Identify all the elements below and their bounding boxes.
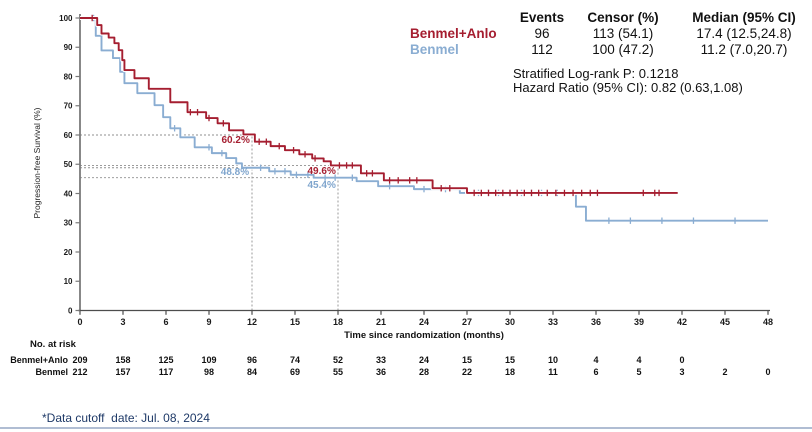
- x-tick-label: 48: [763, 317, 773, 327]
- risk-count: 22: [461, 367, 472, 377]
- y-tick-label: 60: [64, 131, 73, 140]
- risk-count: 84: [246, 367, 257, 377]
- annotation-45.4%: 45.4%: [307, 180, 335, 191]
- stats-median-benmel: 11.2 (7.0,20.7): [700, 42, 788, 57]
- risk-count: 117: [158, 367, 174, 377]
- stats-median-benmel-anlo: 17.4 (12.5,24.8): [696, 26, 792, 41]
- y-axis-title: Progression-free Survival (%): [32, 107, 42, 219]
- risk-count: 15: [461, 355, 472, 365]
- risk-table-title: No. at risk: [30, 339, 76, 350]
- x-tick-label: 12: [247, 317, 257, 327]
- y-tick-label: 100: [59, 14, 73, 23]
- risk-count: 24: [418, 355, 429, 365]
- risk-count: 0: [765, 367, 771, 377]
- risk-count: 33: [375, 355, 386, 365]
- risk-count: 6: [593, 367, 599, 377]
- risk-count: 209: [72, 355, 88, 365]
- stats-censor-benmel: 100 (47.2): [592, 42, 654, 57]
- risk-count: 18: [504, 367, 515, 377]
- x-tick-label: 18: [333, 317, 343, 327]
- risk-count: 52: [332, 355, 343, 365]
- x-tick-label: 30: [505, 317, 515, 327]
- risk-count: 109: [201, 355, 217, 365]
- logrank-text: Stratified Log-rank P: 0.1218: [513, 66, 679, 81]
- x-tick-label: 3: [120, 317, 125, 327]
- legend-item-benmel-anlo: Benmel+Anlo: [410, 26, 497, 41]
- risk-count: 36: [375, 367, 386, 377]
- legend: Benmel+Anlo Benmel: [410, 26, 497, 58]
- y-tick-label: 10: [64, 277, 73, 286]
- risk-count: 4: [593, 355, 599, 365]
- x-tick-label: 42: [677, 317, 687, 327]
- x-tick-label: 24: [419, 317, 429, 327]
- x-tick-label: 6: [163, 317, 168, 327]
- legend-item-benmel: Benmel: [410, 42, 459, 57]
- risk-count: 157: [115, 367, 131, 377]
- risk-count: 3: [679, 367, 685, 377]
- risk-count: 28: [418, 367, 429, 377]
- y-tick-label: 0: [68, 306, 73, 315]
- x-tick-label: 33: [548, 317, 558, 327]
- risk-count: 98: [203, 367, 214, 377]
- x-tick-label: 21: [376, 317, 386, 327]
- risk-count: 96: [246, 355, 257, 365]
- risk-count: 74: [289, 355, 300, 365]
- risk-count: 15: [504, 355, 515, 365]
- x-tick-label: 39: [634, 317, 644, 327]
- risk-count: 158: [115, 355, 131, 365]
- x-tick-label: 45: [720, 317, 730, 327]
- stats-header-events: Events: [519, 10, 565, 25]
- risk-count: 0: [679, 355, 685, 365]
- x-tick-label: 27: [462, 317, 472, 327]
- stats-events-benmel: 112: [531, 42, 553, 57]
- annotation-48.8%: 48.8%: [221, 167, 249, 178]
- stats-events-benmel-anlo: 96: [534, 26, 550, 41]
- y-tick-label: 30: [64, 219, 73, 228]
- risk-count: 55: [332, 367, 343, 377]
- bottom-divider: [0, 427, 812, 429]
- risk-count: 2: [722, 367, 728, 377]
- hazard-ratio-text: Hazard Ratio (95% CI): 0.82 (0.63,1.08): [513, 80, 743, 95]
- y-tick-label: 80: [64, 72, 73, 81]
- x-tick-label: 15: [290, 317, 300, 327]
- risk-count: 69: [289, 367, 300, 377]
- stats-table: Events Censor (%) Median (95% CI) 96 113…: [511, 10, 812, 58]
- x-tick-label: 0: [77, 317, 82, 327]
- risk-row-label: Benmel: [35, 367, 68, 377]
- data-cutoff-footnote: *Data cutoff date: Jul. 08, 2024: [42, 411, 210, 425]
- risk-count: 11: [548, 367, 558, 377]
- risk-count: 5: [636, 367, 642, 377]
- annotation-49.6%: 49.6%: [307, 166, 335, 177]
- y-tick-label: 40: [64, 189, 73, 198]
- x-tick-label: 36: [591, 317, 601, 327]
- risk-row-label: Benmel+Anlo: [10, 355, 68, 365]
- annotation-60.2%: 60.2%: [221, 135, 249, 146]
- x-tick-label: 9: [206, 317, 211, 327]
- stats-censor-benmel-anlo: 113 (54.1): [592, 26, 654, 41]
- y-tick-label: 50: [64, 160, 73, 169]
- km-curve-Benmel: [80, 17, 768, 222]
- y-tick-label: 90: [64, 43, 73, 52]
- risk-count: 212: [72, 367, 88, 377]
- risk-count: 4: [636, 355, 642, 365]
- y-tick-label: 70: [64, 102, 73, 111]
- y-tick-label: 20: [64, 248, 73, 257]
- stats-header-median: Median (95% CI): [692, 10, 796, 25]
- x-axis-title: Time since randomization (months): [344, 330, 504, 341]
- risk-count: 10: [547, 355, 558, 365]
- risk-count: 125: [158, 355, 174, 365]
- stats-header-censor: Censor (%): [587, 10, 659, 25]
